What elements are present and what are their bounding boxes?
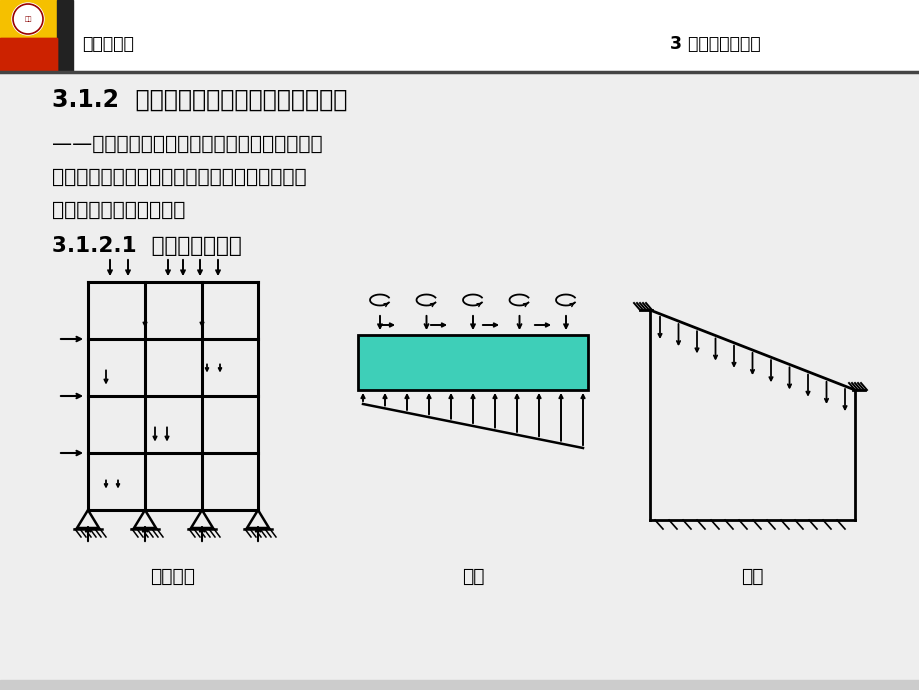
Bar [0, 38, 57, 72]
Bar [357, 335, 587, 390]
Text: 地基: 地基 [741, 567, 763, 586]
Text: 同济: 同济 [24, 16, 32, 22]
Text: 3 地基和基础设计: 3 地基和基础设计 [669, 35, 760, 53]
Circle shape [12, 3, 44, 35]
Bar [357, 335, 587, 390]
Bar [0, 0, 57, 38]
Text: 3.1.2  地基、基础和上部结构的共同作用: 3.1.2 地基、基础和上部结构的共同作用 [52, 88, 347, 112]
Text: 基础: 基础 [461, 567, 483, 586]
Text: 上部结构: 上部结构 [151, 567, 196, 586]
Bar [0, 0, 919, 72]
Text: 3.1.2.1  不考虑共同作用: 3.1.2.1 不考虑共同作用 [52, 236, 242, 256]
Bar [0, 38, 57, 72]
Bar [0, 680, 919, 690]
Text: ——将地基、基础和上部结构三者作为一个整体: ——将地基、基础和上部结构三者作为一个整体 [52, 135, 323, 154]
Text: 接部位的变形协调条件。: 接部位的变形协调条件。 [52, 201, 185, 220]
Text: 地基与基础: 地基与基础 [82, 35, 134, 53]
Bar [57, 0, 73, 72]
Text: 考虑，并要满足地基、基础和上部结构三者在连: 考虑，并要满足地基、基础和上部结构三者在连 [52, 168, 306, 187]
